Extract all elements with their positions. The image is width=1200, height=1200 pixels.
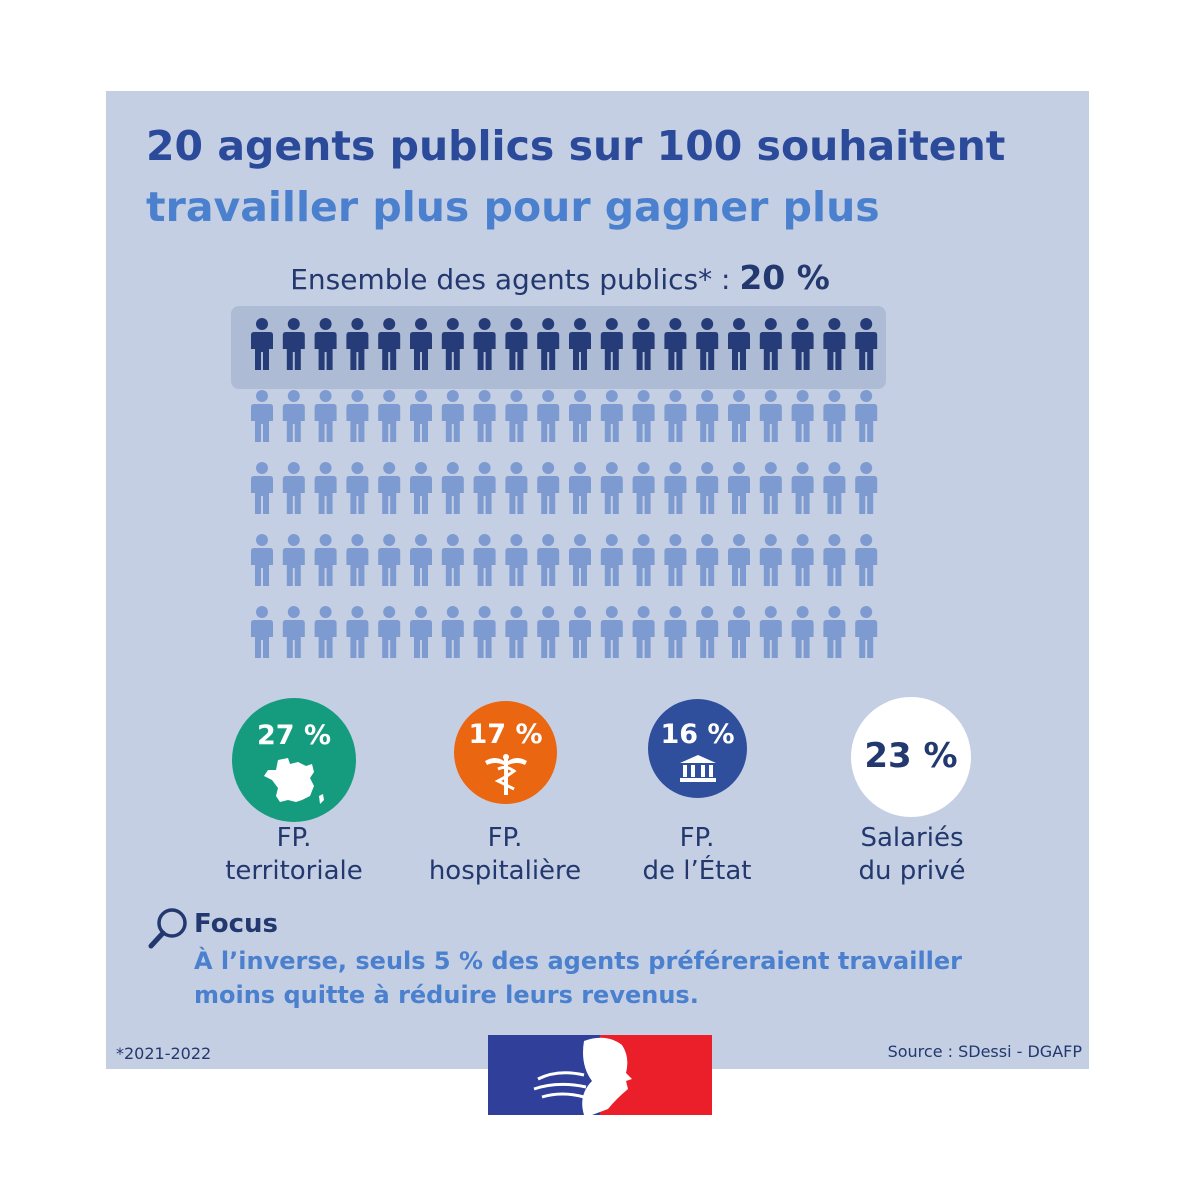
subtitle-label: Ensemble des agents publics* : <box>290 263 740 296</box>
subtitle-value: 20 % <box>739 258 830 297</box>
etat-value: 16 % <box>660 719 735 750</box>
hospitaliere-label: FP. hospitalière <box>395 822 615 888</box>
prive-label-line1: Salariés <box>860 823 964 853</box>
france-map-icon <box>264 758 324 804</box>
focus-line-1: À l’inverse, seuls 5 % des agents préfér… <box>194 947 963 975</box>
prive-label-line2: du privé <box>858 856 966 886</box>
focus-line-2: moins quitte à réduire leurs revenus. <box>194 981 699 1009</box>
territoriale-circle: 27 % <box>232 698 356 822</box>
prive-circle: 23 % <box>851 697 971 817</box>
magnifier-icon <box>148 908 187 949</box>
hospitaliere-label-line1: FP. <box>487 823 523 853</box>
government-building-icon <box>680 755 716 782</box>
territoriale-label: FP. territoriale <box>184 822 404 888</box>
hospitaliere-value: 17 % <box>468 719 543 750</box>
prive-label: Salariés du privé <box>802 822 1022 888</box>
focus-title: Focus <box>194 909 278 939</box>
hospitaliere-label-line2: hospitalière <box>428 856 582 886</box>
marianne-flag-logo <box>488 1035 712 1115</box>
hospitaliere-circle: 17 % <box>454 701 557 804</box>
territoriale-label-line2: territoriale <box>225 856 363 886</box>
title-line-1: 20 agents publics sur 100 souhaitent <box>146 122 1006 170</box>
etat-label-line2: de l’État <box>642 856 752 886</box>
footnote: *2021-2022 <box>116 1044 212 1063</box>
prive-value: 23 % <box>864 736 958 776</box>
source-note: Source : SDessi - DGAFP <box>887 1042 1082 1061</box>
territoriale-label-line1: FP. <box>276 823 312 853</box>
etat-label-line1: FP. <box>679 823 715 853</box>
title-line-2: travailler plus pour gagner plus <box>146 183 880 231</box>
highlighted-row <box>231 306 886 389</box>
caduceus-icon <box>485 754 527 795</box>
subtitle: Ensemble des agents publics* : 20 % <box>0 258 1120 297</box>
focus-body: À l’inverse, seuls 5 % des agents préfér… <box>194 944 1034 1012</box>
territoriale-value: 27 % <box>256 720 332 751</box>
etat-label: FP. de l’État <box>587 822 807 888</box>
etat-circle: 16 % <box>648 699 747 798</box>
